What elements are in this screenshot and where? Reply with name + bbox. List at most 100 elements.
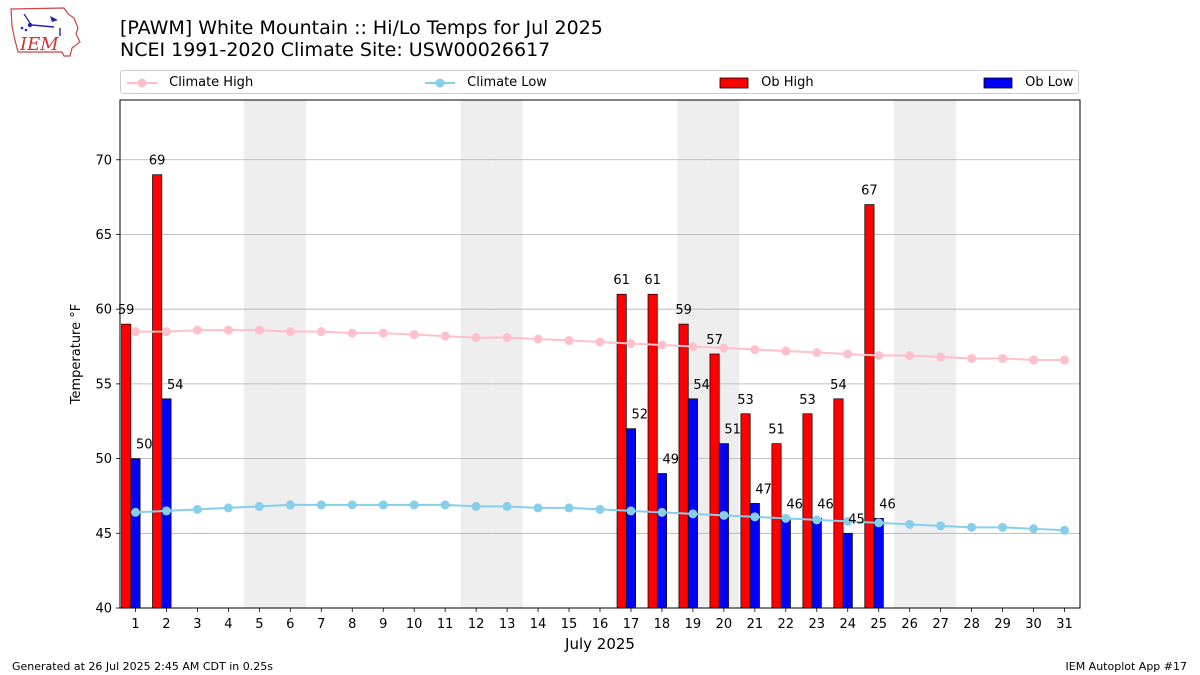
climate-low-point [812,515,822,525]
climate-high-point [1029,355,1039,365]
climate-low-point [378,500,388,510]
ob-low-label: 49 [662,453,679,468]
x-tick-label: 12 [468,617,485,632]
x-tick-label: 10 [406,617,423,632]
climate-high-point [223,325,233,335]
climate-low-point [657,507,667,517]
y-tick-label: 45 [95,527,112,542]
ob-high-label: 57 [706,333,723,348]
ob-high-bar [771,443,782,609]
climate-low-point [347,500,357,510]
weekend-shade [274,100,306,608]
climate-low-point [564,503,574,513]
climate-high-point [874,350,884,360]
weekend-shade [491,100,523,608]
climate-low-point [843,516,853,526]
legend-label: Ob High [761,75,814,90]
climate-high-point [285,327,295,337]
climate-high-point [502,333,512,343]
climate-high-point [905,350,915,360]
x-tick-label: 22 [778,617,795,632]
ob-high-label: 51 [768,423,785,438]
ob-high-bar [152,174,163,609]
climate-low-point [502,501,512,511]
climate-high-point [626,339,636,349]
ob-high-label: 54 [830,378,847,393]
ob-high-bar [833,398,844,609]
climate-low-point [533,503,543,513]
climate-high-point [130,327,140,337]
climate-high-point [750,345,760,355]
x-tick-label: 4 [224,617,232,632]
climate-high-point [719,343,729,353]
climate-low-point [471,501,481,511]
legend-item-climate-low: Climate Low [425,75,547,90]
ob-high-label: 69 [149,154,166,169]
legend-label: Climate High [169,75,254,90]
climate-high-point [657,340,667,350]
chart-title: [PAWM] White Mountain :: Hi/Lo Temps for… [120,17,603,39]
climate-high-point [843,349,853,359]
climate-low-point [316,500,326,510]
x-tick-label: 9 [379,617,387,632]
climate-low-point [750,512,760,522]
ob-low-bar [687,398,698,609]
x-tick-label: 6 [286,617,294,632]
climate-low-point [936,521,946,531]
x-tick-label: 16 [592,617,609,632]
climate-high-point [533,334,543,344]
plot-frame [119,99,1081,609]
ob-high-swatch [719,77,749,88]
climate-low-point [1060,525,1070,535]
legend-item-ob-high: Ob High [719,75,814,90]
x-tick-label: 27 [932,617,949,632]
ob-high-label: 53 [799,393,816,408]
ob-low-bar [161,398,172,609]
ob-high-bar [802,413,813,609]
climate-high-point [967,353,977,363]
climate-low-point [626,506,636,516]
climate-low-swatch [425,78,455,87]
x-tick-label: 14 [530,617,547,632]
chart-subtitle: NCEI 1991-2020 Climate Site: USW00026617 [120,39,551,61]
ob-low-label: 51 [724,423,741,438]
climate-low-point [874,518,884,528]
x-tick-label: 30 [1025,617,1042,632]
ob-high-label: 61 [644,273,661,288]
x-tick-label: 5 [255,617,263,632]
logo-text: IEM [20,34,59,55]
ob-high-bar [647,293,658,609]
ob-high-bar [678,323,689,609]
legend-label: Ob Low [1025,75,1074,90]
climate-high-point [936,352,946,362]
weekend-shade [243,100,275,608]
climate-low-point [161,506,171,516]
app-note: IEM Autoplot App #17 [1065,660,1188,673]
climate-low-point [905,519,915,529]
y-tick-label: 70 [95,153,112,168]
climate-high-point [254,325,264,335]
climate-low-point [440,500,450,510]
ob-low-bar [811,518,822,609]
climate-high-point [781,346,791,356]
ob-high-bar [740,413,751,609]
ob-low-bar [656,473,667,609]
x-tick-label: 23 [809,617,826,632]
climate-high-point [595,337,605,347]
x-tick-label: 1 [131,617,139,632]
climate-high-point [471,333,481,343]
climate-low-point [192,504,202,514]
x-tick-label: 13 [499,617,516,632]
x-tick-label: 20 [716,617,733,632]
legend-label: Climate Low [467,75,547,90]
ob-high-label: 53 [737,393,754,408]
ob-high-bar [121,323,132,609]
x-tick-label: 19 [685,617,702,632]
legend: Climate High Climate Low Ob High Ob Low [120,70,1079,94]
ob-low-label: 46 [879,497,896,512]
weekend-shade [460,100,492,608]
ob-low-label: 46 [817,497,834,512]
ob-high-label: 67 [861,184,878,199]
climate-low-point [967,522,977,532]
